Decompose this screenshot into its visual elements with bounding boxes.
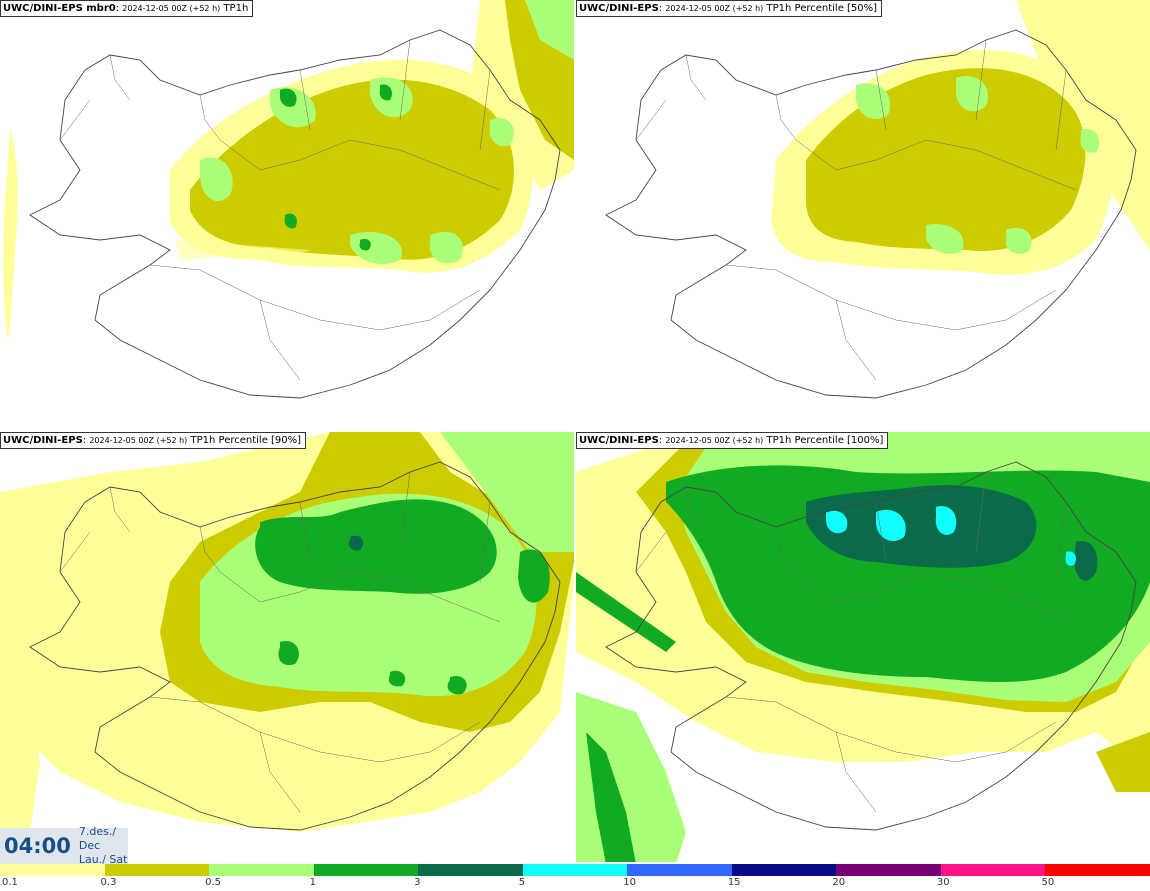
scale-swatch (1045, 864, 1150, 876)
product-name: TP1h Percentile [100%] (766, 435, 884, 446)
scale-swatch (522, 864, 628, 876)
scale-tick-label: 0.1 (2, 877, 18, 888)
model-name: UWC/DINI-EPS mbr0 (3, 3, 116, 14)
color-scale-legend: 0.1 0.3 0.5 1 3 5 10 15 20 30 50 (0, 864, 1150, 891)
panel-title: UWC/DINI-EPS mbr0: 2024-12-05 00Z (+52 h… (0, 0, 254, 17)
scale-tick-label: 0.3 (100, 877, 117, 888)
scale-tick-label: 15 (727, 877, 741, 888)
scale-swatch (0, 864, 105, 876)
run-info: 2024-12-05 00Z (+52 h) (665, 4, 764, 13)
panel-title: UWC/DINI-EPS: 2024-12-05 00Z (+52 h) TP1… (576, 432, 889, 449)
scale-swatch (627, 864, 733, 876)
panel-title: UWC/DINI-EPS: 2024-12-05 00Z (+52 h) TP1… (576, 0, 883, 17)
map-panel-p90: UWC/DINI-EPS: 2024-12-05 00Z (+52 h) TP1… (0, 432, 574, 862)
day-line: Lau./ Sat (78, 853, 128, 866)
scale-swatch (731, 864, 837, 876)
scale-tick-label: 20 (832, 877, 846, 888)
product-name: TP1h (223, 3, 249, 14)
precip-map (605, 0, 1150, 399)
model-name: UWC/DINI-EPS (579, 435, 659, 446)
map-panel-member0: UWC/DINI-EPS mbr0: 2024-12-05 00Z (+52 h… (0, 0, 574, 430)
scale-tick-label: 3 (414, 877, 421, 888)
scale-swatch (104, 864, 210, 876)
scale-tick-label: 50 (1041, 877, 1055, 888)
precip-map (3, 0, 574, 399)
precip-map (576, 432, 1150, 862)
run-info: 2024-12-05 00Z (+52 h) (122, 4, 221, 13)
panel-title: UWC/DINI-EPS: 2024-12-05 00Z (+52 h) TP1… (0, 432, 307, 449)
map-panel-p50: UWC/DINI-EPS: 2024-12-05 00Z (+52 h) TP1… (576, 0, 1150, 430)
scale-swatch (313, 864, 419, 876)
date-line: 7.des./ Dec (78, 825, 117, 852)
scale-swatch (940, 864, 1046, 876)
precip-map (0, 432, 574, 852)
model-name: UWC/DINI-EPS (579, 3, 659, 14)
scale-tick-label: 10 (623, 877, 636, 888)
scale-tick-label: 5 (518, 877, 526, 888)
run-info: 2024-12-05 00Z (+52 h) (665, 436, 764, 445)
valid-time-box: 04:00 7.des./ Dec Lau./ Sat (0, 825, 128, 867)
run-info: 2024-12-05 00Z (+52 h) (89, 436, 188, 445)
valid-hour: 04:00 (4, 834, 71, 858)
scale-swatch (836, 864, 942, 876)
map-panel-p100: UWC/DINI-EPS: 2024-12-05 00Z (+52 h) TP1… (576, 432, 1150, 862)
scale-swatch (209, 864, 315, 876)
scale-tick-label: 0.5 (205, 877, 221, 888)
scale-tick-label: 30 (936, 877, 950, 888)
scale-tick-label: 1 (309, 877, 316, 888)
scale-swatch (418, 864, 524, 876)
product-name: TP1h Percentile [50%] (766, 3, 878, 14)
valid-date: 7.des./ Dec Lau./ Sat (79, 825, 128, 867)
model-name: UWC/DINI-EPS (3, 435, 83, 446)
product-name: TP1h Percentile [90%] (190, 435, 302, 446)
